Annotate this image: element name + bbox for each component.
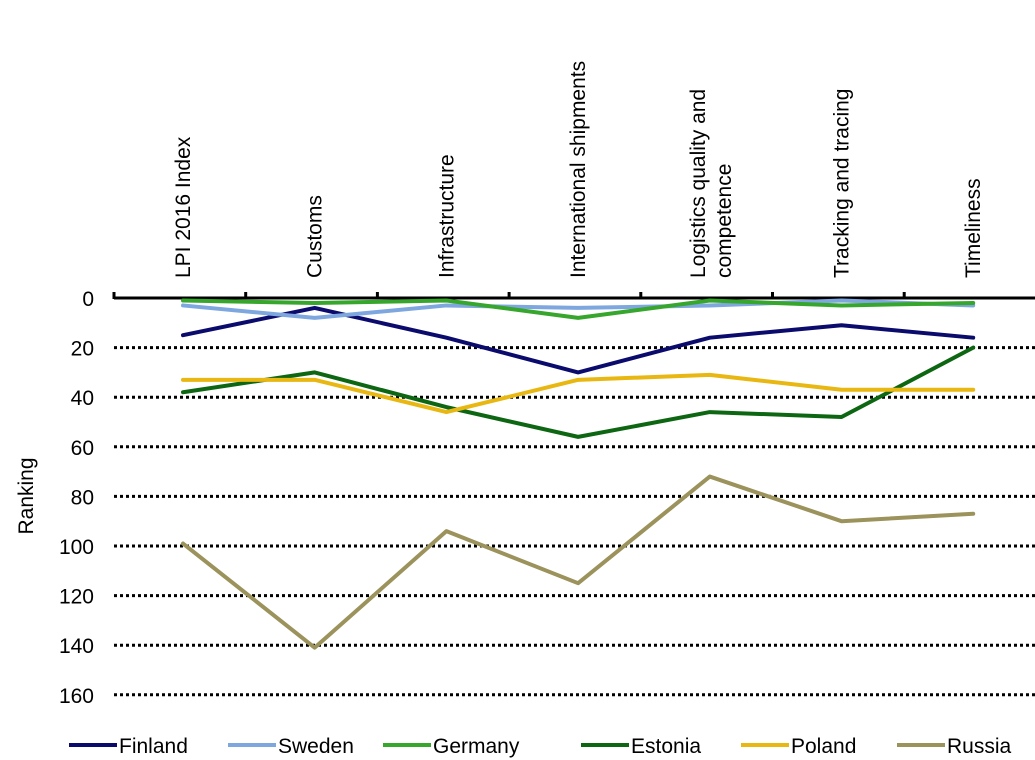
category-label: Customs [304, 195, 327, 278]
y-tick-label: 160 [59, 685, 94, 708]
category-label: International shipments [567, 61, 590, 278]
legend-label-poland: Poland [791, 735, 856, 758]
legend-label-estonia: Estonia [631, 735, 701, 758]
series-line-poland [181, 372, 976, 415]
series-line-sweden [181, 298, 976, 320]
legend-label-germany: Germany [433, 735, 520, 758]
series-line-estonia [181, 345, 976, 439]
category-label: Timeliness [962, 178, 985, 278]
category-labels: LPI 2016 Index Customs Infrastructure Inter… [172, 61, 985, 278]
legend-label-sweden: Sweden [278, 735, 354, 758]
series-line-germany [181, 298, 976, 320]
legend-label-russia: Russia [947, 735, 1012, 758]
y-tick-label: 80 [71, 486, 94, 509]
grid-lines [114, 346, 1035, 697]
series-lines [181, 298, 976, 650]
y-tick-label: 60 [71, 437, 94, 460]
y-tick-label: 20 [71, 338, 94, 361]
y-tick-label: 140 [59, 635, 94, 658]
y-tick-label: 100 [59, 536, 94, 559]
category-label: LPI 2016 Index [172, 136, 195, 278]
category-label: Logistics quality and competence [687, 89, 736, 278]
legend: Finland Sweden Germany Estonia Poland Russia [69, 735, 1012, 758]
y-axis-title: Ranking [15, 457, 38, 534]
series-line-finland [181, 305, 976, 375]
category-label: Tracking and tracing [831, 89, 854, 278]
series-line-russia [181, 474, 976, 650]
y-tick-labels: 0 20 40 60 80 100 120 140 160 [59, 288, 94, 708]
y-tick-label: 0 [82, 288, 94, 311]
legend-label-finland: Finland [119, 735, 188, 758]
category-label: Infrastructure [435, 154, 458, 278]
y-tick-label: 40 [71, 387, 94, 410]
y-tick-label: 120 [59, 586, 94, 609]
x-axis [112, 292, 1035, 300]
